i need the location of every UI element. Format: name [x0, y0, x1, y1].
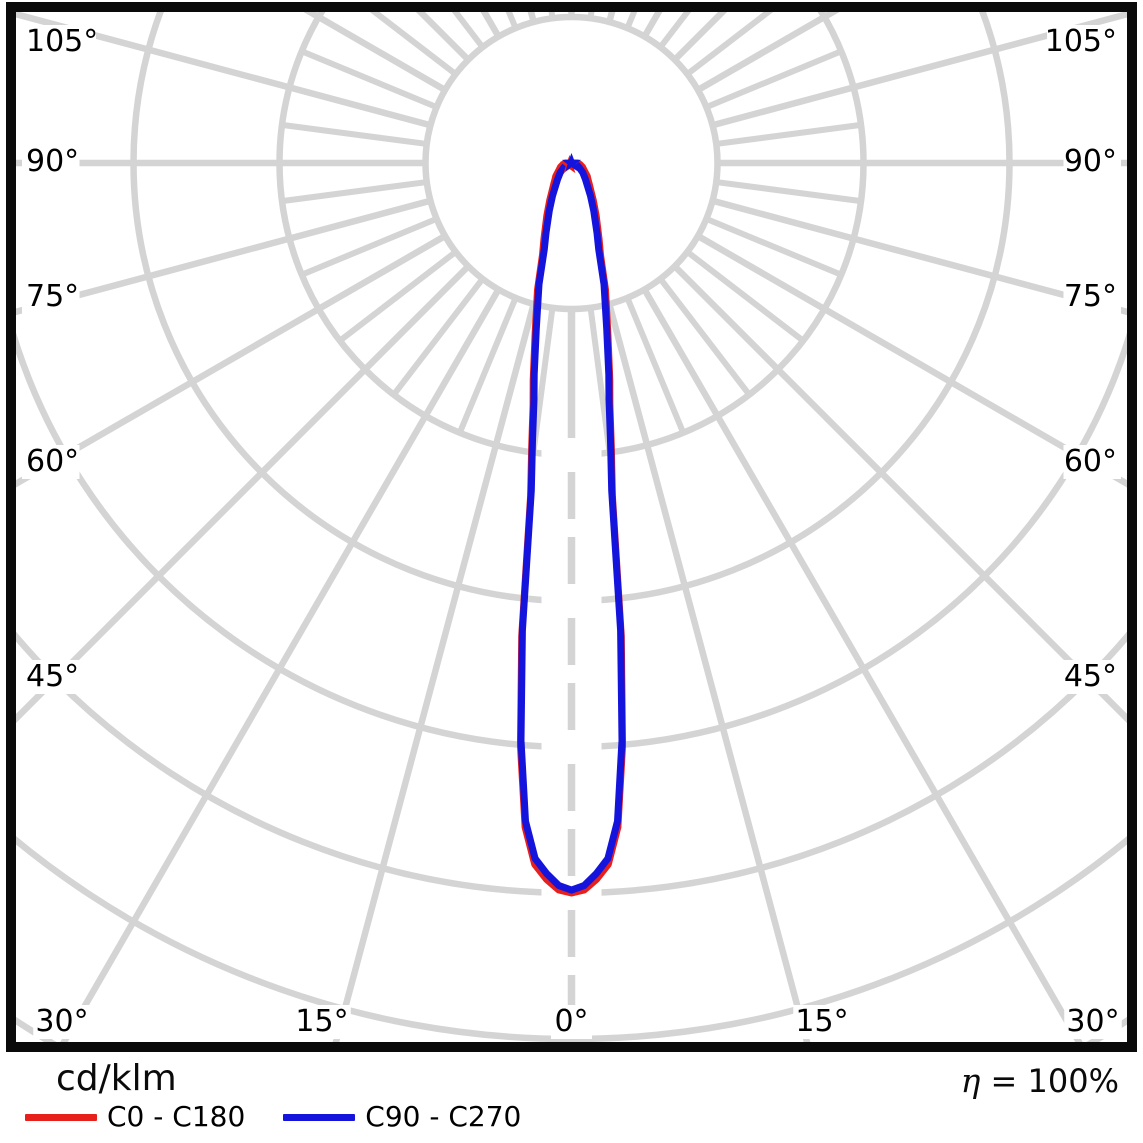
gamma-tick-label: 90°	[1064, 144, 1117, 179]
eta-symbol: η	[960, 1061, 981, 1100]
axis-label-gap	[541, 730, 602, 764]
polar-grid-minor-spoke	[456, 296, 519, 434]
legend-item-c90-c270: C90 - C270	[283, 1101, 521, 1133]
polar-grid-minor-spoke	[300, 48, 438, 110]
tick-label-bg	[293, 1005, 351, 1039]
tick-label-bg	[22, 145, 80, 179]
legend-line-c90-c270	[283, 1113, 356, 1121]
polar-grid-minor-spoke	[657, 277, 752, 397]
polar-grid-minor-spoke	[449, 9, 486, 49]
tick-label-bg	[1063, 445, 1121, 479]
gamma-tick-label: 90°	[26, 144, 79, 179]
polar-grid-major-spoke	[13, 197, 432, 317]
tick-label-bg	[1063, 660, 1121, 694]
polar-grid-minor-spoke	[705, 216, 843, 278]
unit-label: cd/klm	[56, 1058, 177, 1099]
peak-marker-star-c90	[562, 153, 581, 172]
tick-label-bg	[22, 25, 96, 59]
plot-border	[6, 2, 1137, 1052]
gamma-tick-label: 30°	[1066, 1004, 1119, 1039]
polar-grid-minor-spoke	[281, 121, 428, 147]
polar-grid-major-spoke	[696, 233, 1130, 490]
gamma-tick-label: 45°	[26, 659, 79, 694]
polar-grid-major-spoke	[672, 263, 1130, 727]
eta-value: 100%	[1027, 1062, 1119, 1100]
polar-grid-minor-spoke	[657, 9, 694, 49]
axis-label-gap	[541, 438, 602, 472]
tick-label-bg	[22, 280, 80, 314]
gamma-tick-label: 75°	[1064, 279, 1117, 314]
polar-grid-minor-spoke	[685, 9, 778, 77]
polar-grid-major-spoke	[58, 287, 502, 1045]
legend: C0 - C180 C90 - C270	[25, 1101, 521, 1133]
polar-grid-minor-spoke	[300, 216, 438, 278]
polar-grid-major-spoke	[711, 197, 1130, 317]
tick-label-bg	[22, 445, 80, 479]
polar-grid-minor-spoke	[715, 121, 862, 147]
gamma-tick-label: 15°	[795, 1004, 848, 1039]
axis-dash-gap	[564, 665, 579, 683]
gamma-tick-label: 75°	[26, 279, 79, 314]
axis-dash-gap	[564, 811, 579, 829]
polar-grid-major-spoke	[13, 233, 447, 490]
polar-grid-minor-spoke	[624, 296, 687, 434]
efficiency-label: η = 100%	[960, 1061, 1119, 1100]
axis-dash-gap	[564, 957, 579, 975]
polar-grid-minor-spoke	[391, 277, 486, 397]
polar-grid-minor-spoke	[530, 307, 556, 453]
polar-grid-major-spoke	[13, 263, 471, 727]
tick-label-bg	[1047, 25, 1121, 59]
legend-label-c90-c270: C90 - C270	[365, 1100, 522, 1133]
polar-grid-major-spoke	[606, 303, 812, 1045]
polar-grid-minor-spoke	[685, 249, 805, 344]
tick-label-bg	[22, 660, 80, 694]
polar-grid-minor-spoke	[365, 9, 458, 77]
gamma-tick-label: 15°	[295, 1004, 348, 1039]
polar-grid-major-spoke	[331, 303, 537, 1045]
tick-label-bg	[1064, 1005, 1122, 1039]
tick-label-bg	[1063, 280, 1121, 314]
gamma-tick-label: 45°	[1064, 659, 1117, 694]
polar-grid-minor-spoke	[587, 307, 613, 453]
gamma-tick-label: 30°	[35, 1004, 88, 1039]
polar-grid-major-spoke	[13, 9, 432, 129]
polar-grid-major-spoke	[711, 9, 1130, 129]
legend-item-c0-c180: C0 - C180	[25, 1101, 245, 1133]
gamma-tick-label: 105°	[1045, 24, 1117, 59]
gamma-tick-label: 60°	[1064, 444, 1117, 479]
axis-label-gap	[541, 584, 602, 618]
axis-dash-gap	[564, 519, 579, 537]
polar-grid-minor-spoke	[281, 179, 428, 205]
tick-label-bg	[1063, 145, 1121, 179]
gamma-tick-label: 60°	[26, 444, 79, 479]
tick-label-bg	[793, 1005, 851, 1039]
curve-c90-c270	[517, 159, 626, 894]
gamma-tick-label: 105°	[26, 24, 98, 59]
tick-label-bg	[33, 1005, 91, 1039]
polar-grid-minor-spoke	[715, 179, 862, 205]
legend-line-c0-c180	[25, 1113, 97, 1121]
polar-grid-minor-spoke	[338, 249, 458, 344]
tick-label-bg	[551, 1005, 592, 1039]
eta-equals: =	[990, 1062, 1018, 1100]
legend-label-c0-c180: C0 - C180	[107, 1100, 246, 1133]
gamma-tick-label: 0°	[554, 1004, 588, 1039]
polar-grid-major-spoke	[641, 287, 1085, 1045]
polar-grid-minor-spoke	[705, 48, 843, 110]
